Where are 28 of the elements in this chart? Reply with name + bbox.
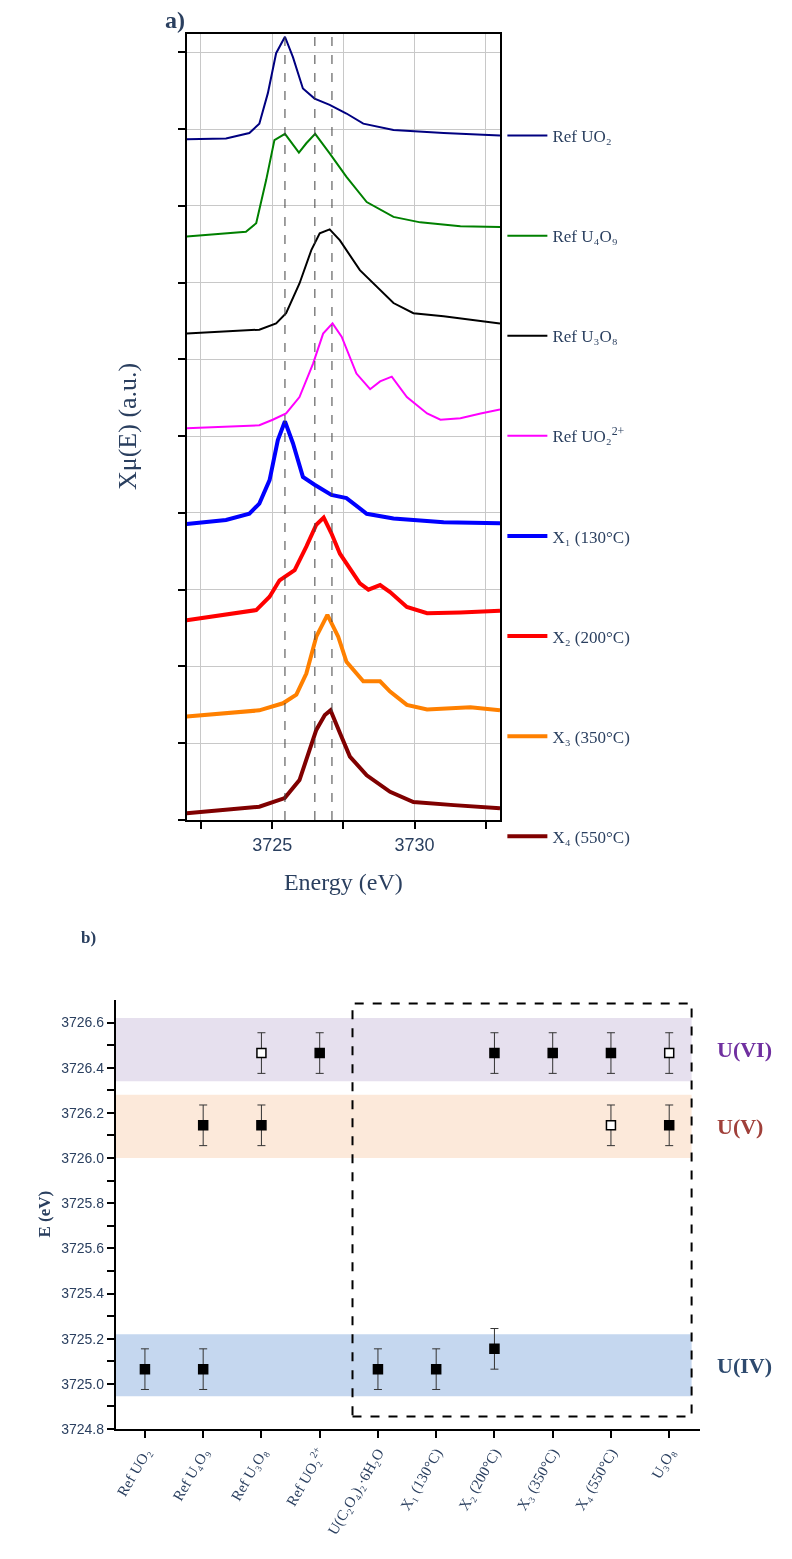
x-tick-label: 3725 xyxy=(252,834,293,855)
y-tick-label: 3725.2 xyxy=(61,1330,105,1347)
y-tick-label: 3724.8 xyxy=(61,1420,105,1437)
y-tick-label: 3726.6 xyxy=(61,1014,105,1031)
band-label: U(VI) xyxy=(717,1037,772,1062)
legend-label: X₂ (200°C) xyxy=(552,627,630,647)
y-tick-label: 3725.8 xyxy=(61,1195,105,1212)
y-tick-label: 3726.0 xyxy=(61,1149,105,1166)
y-tick-label: 3725.0 xyxy=(61,1375,105,1392)
chart-title: b) xyxy=(81,928,97,947)
legend-label: Ref U₄O₉ xyxy=(552,227,618,247)
y-axis-title: E (eV) xyxy=(34,1190,54,1238)
legend-label: X₃ (350°C) xyxy=(552,727,630,747)
y-axis-title: Xμ(E) (a.u.) xyxy=(113,362,142,490)
x-axis-title: Energy (eV) xyxy=(283,869,403,896)
legend-label: X₁ (130°C) xyxy=(552,527,630,547)
band-label: U(IV) xyxy=(717,1353,772,1378)
y-tick-label: 3725.6 xyxy=(61,1240,105,1257)
x-tick-label: Ref UO₂ xyxy=(114,1445,155,1500)
x-tick-label: 3730 xyxy=(394,834,435,855)
legend-label: Ref UO₂$^{2+}$ xyxy=(552,424,625,447)
chart-title: a) xyxy=(165,7,185,33)
band-label: U(V) xyxy=(717,1114,764,1139)
legend-label: Ref UO₂ xyxy=(552,127,612,147)
y-tick-label: 3726.2 xyxy=(61,1104,105,1121)
y-tick-label: 3726.4 xyxy=(61,1059,105,1076)
legend-label: Ref U₃O₈ xyxy=(552,327,618,347)
y-tick-label: 3725.4 xyxy=(61,1285,105,1302)
